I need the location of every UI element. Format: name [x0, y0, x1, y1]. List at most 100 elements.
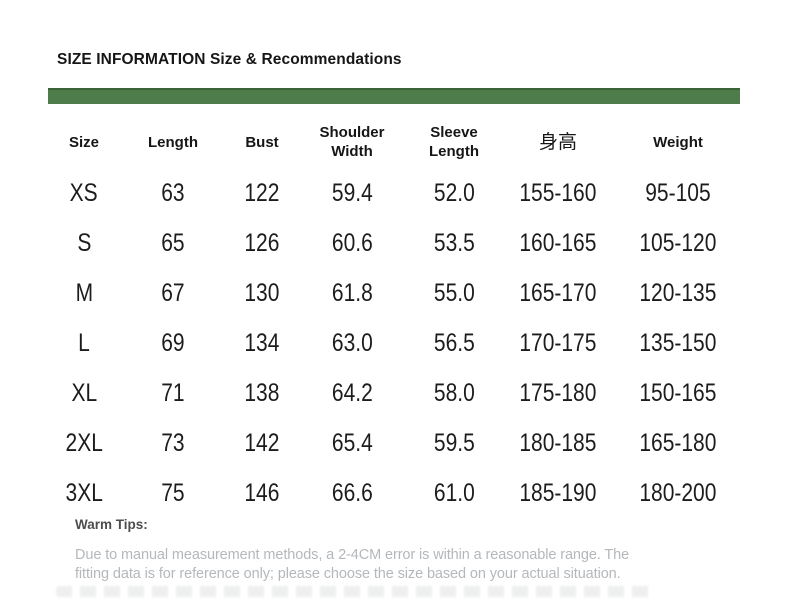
bust-value: 122 — [244, 178, 280, 207]
height-value: 155-160 — [519, 178, 597, 207]
shoulder-width-value: 64.2 — [331, 378, 373, 407]
size-cell: 2XL — [48, 418, 120, 468]
bust-value: 126 — [244, 228, 280, 257]
height-value: 185-190 — [519, 478, 597, 507]
weight-cell: 120-135 — [614, 268, 742, 318]
length-value: 73 — [161, 428, 185, 457]
weight-value: 150-165 — [639, 378, 717, 407]
height-cell: 160-165 — [502, 218, 614, 268]
height-value: 180-185 — [519, 428, 597, 457]
size-value: L — [78, 328, 90, 357]
height-cell: 185-190 — [502, 468, 614, 518]
length-cell: 73 — [120, 418, 226, 468]
weight-cell: 105-120 — [614, 218, 742, 268]
bust-cell: 126 — [226, 218, 298, 268]
table-row-m: M 67 130 61.8 55.0 165-170 120-135 — [48, 268, 742, 318]
shoulder-width-value: 66.6 — [331, 478, 373, 507]
bust-cell: 134 — [226, 318, 298, 368]
table-row-2xl: 2XL 73 142 65.4 59.5 180-185 165-180 — [48, 418, 742, 468]
bust-cell: 146 — [226, 468, 298, 518]
sleeve-length-value: 58.0 — [433, 378, 475, 407]
shoulder-width-value: 65.4 — [331, 428, 373, 457]
weight-cell: 135-150 — [614, 318, 742, 368]
sleeve-length-value: 56.5 — [433, 328, 475, 357]
column-header-shoulder-width: Shoulder Width — [319, 124, 385, 160]
warm-tips-line-1: Due to manual measurement methods, a 2-4… — [75, 547, 630, 563]
sleeve-length-cell: 53.5 — [406, 218, 502, 268]
length-cell: 69 — [120, 318, 226, 368]
bust-cell: 130 — [226, 268, 298, 318]
size-value: XS — [69, 178, 99, 207]
sleeve-length-value: 52.0 — [433, 178, 475, 207]
size-value: XL — [71, 378, 97, 407]
height-value: 165-170 — [519, 278, 597, 307]
warm-tips-label: Warm Tips: — [75, 517, 148, 532]
length-value: 67 — [161, 278, 185, 307]
shoulder-width-value: 59.4 — [331, 178, 373, 207]
height-cell: 175-180 — [502, 368, 614, 418]
length-value: 75 — [161, 478, 185, 507]
size-value: 3XL — [65, 478, 103, 507]
size-value: S — [76, 228, 92, 257]
size-cell: XL — [48, 368, 120, 418]
shoulder-width-cell: 60.6 — [298, 218, 406, 268]
table-row-xs: XS 63 122 59.4 52.0 155-160 95-105 — [48, 168, 742, 218]
sleeve-length-cell: 59.5 — [406, 418, 502, 468]
sleeve-length-value: 61.0 — [433, 478, 475, 507]
table-row-l: L 69 134 63.0 56.5 170-175 135-150 — [48, 318, 742, 368]
size-chart-header-row: Size Length Bust Shoulder Width Sleeve L… — [48, 118, 742, 168]
warm-tips-line-2: fitting data is for reference only; plea… — [75, 565, 621, 582]
column-header-bust: Bust — [245, 133, 279, 151]
height-cell: 180-185 — [502, 418, 614, 468]
bust-value: 138 — [244, 378, 280, 407]
column-header-sleeve-length: Sleeve Length — [429, 124, 479, 160]
table-row-s: S 65 126 60.6 53.5 160-165 105-120 — [48, 218, 742, 268]
size-value: 2XL — [65, 428, 103, 457]
sleeve-length-cell: 55.0 — [406, 268, 502, 318]
clipped-text-remnant — [56, 586, 656, 597]
bust-value: 134 — [244, 328, 280, 357]
size-cell: S — [48, 218, 120, 268]
height-value: 175-180 — [519, 378, 597, 407]
weight-cell: 165-180 — [614, 418, 742, 468]
size-cell: XS — [48, 168, 120, 218]
column-header-length: Length — [148, 133, 198, 151]
height-value: 170-175 — [519, 328, 597, 357]
weight-value: 135-150 — [639, 328, 717, 357]
warm-tips-text: Due to manual measurement methods, a 2-4… — [75, 546, 685, 583]
shoulder-width-value: 61.8 — [331, 278, 373, 307]
length-cell: 71 — [120, 368, 226, 418]
bust-value: 130 — [244, 278, 280, 307]
sleeve-length-cell: 58.0 — [406, 368, 502, 418]
length-value: 69 — [161, 328, 185, 357]
shoulder-width-value: 60.6 — [331, 228, 373, 257]
size-cell: 3XL — [48, 468, 120, 518]
shoulder-width-cell: 59.4 — [298, 168, 406, 218]
bust-value: 146 — [244, 478, 280, 507]
column-header-height-cjk: 身高 — [538, 132, 577, 154]
shoulder-width-value: 63.0 — [331, 328, 373, 357]
page-title: SIZE INFORMATION Size & Recommendations — [57, 51, 402, 68]
size-value: M — [75, 278, 93, 307]
size-cell: L — [48, 318, 120, 368]
length-value: 65 — [161, 228, 185, 257]
bust-cell: 122 — [226, 168, 298, 218]
sleeve-length-value: 55.0 — [433, 278, 475, 307]
weight-value: 180-200 — [639, 478, 717, 507]
length-cell: 65 — [120, 218, 226, 268]
weight-value: 105-120 — [639, 228, 717, 257]
size-cell: M — [48, 268, 120, 318]
weight-cell: 180-200 — [614, 468, 742, 518]
shoulder-width-cell: 63.0 — [298, 318, 406, 368]
length-value: 63 — [161, 178, 185, 207]
length-cell: 63 — [120, 168, 226, 218]
height-cell: 170-175 — [502, 318, 614, 368]
bust-value: 142 — [244, 428, 280, 457]
sleeve-length-cell: 61.0 — [406, 468, 502, 518]
height-value: 160-165 — [519, 228, 597, 257]
sleeve-length-value: 53.5 — [433, 228, 475, 257]
size-chart-table: Size Length Bust Shoulder Width Sleeve L… — [48, 118, 742, 518]
height-cell: 155-160 — [502, 168, 614, 218]
shoulder-width-cell: 61.8 — [298, 268, 406, 318]
